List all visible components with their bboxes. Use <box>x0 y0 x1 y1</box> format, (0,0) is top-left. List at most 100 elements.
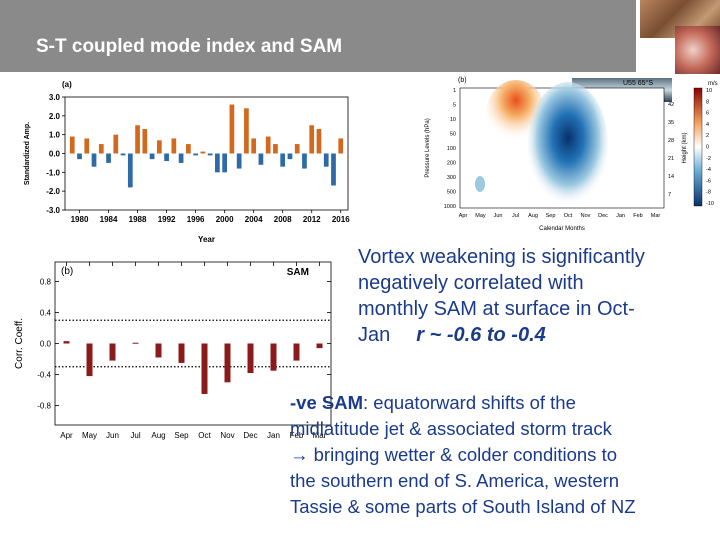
y2-tick-label: 14 <box>668 174 674 180</box>
figure-label: U55 65°S <box>623 79 653 87</box>
x-tick-label: 2008 <box>274 215 292 224</box>
bar <box>200 151 206 154</box>
text: Vortex weakening is significantly <box>358 246 645 268</box>
x-tick-label: Jan <box>616 213 625 219</box>
bar <box>207 153 213 156</box>
x-tick-label: Feb <box>290 431 304 440</box>
y-axis-label: Pressure Levels (hPa) <box>425 118 431 177</box>
bar <box>109 343 116 361</box>
x-tick-label: 2012 <box>303 215 321 224</box>
photo-clouds <box>675 26 720 74</box>
x-tick-label: Apr <box>60 431 73 440</box>
bar <box>265 136 271 154</box>
x-tick-label: Jun <box>494 213 503 219</box>
x-tick-label: 1996 <box>187 215 205 224</box>
y-tick-label: 50 <box>450 132 456 138</box>
colorbar-tick-label: -6 <box>706 178 711 184</box>
x-tick-label: Aug <box>528 213 538 219</box>
y2-tick-label: 35 <box>668 120 674 126</box>
panel-label: (a) <box>62 80 72 89</box>
bar <box>331 153 336 186</box>
colorbar-tick-label: -10 <box>706 201 714 207</box>
bar <box>280 153 286 167</box>
y-tick-label: 500 <box>447 190 456 196</box>
colorbar-tick-label: 2 <box>706 133 709 139</box>
bar <box>127 153 133 188</box>
text: midlatitude jet & associated storm track <box>290 418 612 439</box>
x-tick-label: 1980 <box>71 215 89 224</box>
negative-region <box>528 82 608 206</box>
x-tick-label: May <box>82 431 97 440</box>
y-tick-label: 0.0 <box>40 340 52 349</box>
bar <box>229 104 235 154</box>
bar <box>224 343 231 383</box>
y-tick-label: -2.0 <box>46 187 60 196</box>
text: Jan <box>358 324 391 346</box>
x-tick-label: Jul <box>130 431 140 440</box>
text: → bringing wetter & colder conditions to <box>290 444 618 465</box>
x-tick-label: Jan <box>267 431 280 440</box>
x-tick-label: Dec <box>243 431 257 440</box>
bar <box>63 341 70 344</box>
colorbar-tick-label: 6 <box>706 111 709 117</box>
x-tick-label: Nov <box>220 431 234 440</box>
y-tick-label: -0.4 <box>37 371 51 380</box>
x-tick-label: 1984 <box>100 215 118 224</box>
bar <box>91 153 97 167</box>
text-line: Jan r ~ -0.6 to -0.4 <box>358 322 718 348</box>
bar <box>164 153 169 162</box>
x-tick-label: 2016 <box>332 215 350 224</box>
y-tick-label: 5 <box>453 103 456 109</box>
bar <box>86 343 93 377</box>
text-line: Tassie & some parts of South Island of N… <box>290 494 720 520</box>
x-tick-label: Sep <box>546 213 556 219</box>
bar <box>186 144 191 154</box>
x-tick-label: 1988 <box>129 215 147 224</box>
bar <box>142 129 148 154</box>
bar <box>120 153 126 156</box>
y-axis-label: Corr. Coeff. <box>14 318 25 369</box>
chart-year-index: (a) Year Standardized Amp. 3.0 2.0 1.0 0.0 -1.0… <box>24 80 350 244</box>
x-tick-label: 2000 <box>216 215 234 224</box>
colorbar-tick-label: 10 <box>706 88 712 94</box>
y-tick-label: 300 <box>447 175 456 181</box>
bar <box>273 144 278 154</box>
x-tick-label: Apr <box>459 213 468 219</box>
text-line: -ve SAM: equatorward shifts of the <box>290 390 720 416</box>
y-tick-label: 200 <box>447 161 456 167</box>
bar <box>149 153 155 160</box>
x-tick-label: 2004 <box>245 215 263 224</box>
y-tick-label: 1 <box>453 88 456 94</box>
colorbar-tick-label: 4 <box>706 122 709 128</box>
text-lead: -ve SAM <box>290 392 363 413</box>
text: negatively correlated with <box>358 272 584 294</box>
x-tick-label: Mar <box>313 431 327 440</box>
bar <box>215 153 220 173</box>
y-tick-label: 1000 <box>444 204 456 210</box>
text-line: the southern end of S. America, western <box>290 468 720 494</box>
bar <box>293 343 300 361</box>
y-tick-label: 2.0 <box>49 112 61 121</box>
colorbar-tick-label: 0 <box>706 145 709 151</box>
bar <box>323 153 329 167</box>
x-tick-label: 1992 <box>158 215 176 224</box>
y-tick-label: -0.8 <box>37 402 51 411</box>
text-block-1: Vortex weakening is significantly negativ… <box>358 244 718 348</box>
legend-label: SAM <box>287 267 309 278</box>
colorbar-unit: m/s <box>708 81 718 87</box>
colorbar-tick-label: 8 <box>706 99 709 105</box>
y-tick-label: 3.0 <box>49 93 61 102</box>
chart-correlation: (b) SAM Corr. Coeff. 0.8 0.4 0.0 -0.4 -0.8 Apr Ma… <box>14 261 332 440</box>
x-tick-label: Oct <box>198 431 211 440</box>
bar <box>258 153 264 165</box>
text-line: negatively correlated with <box>358 270 718 296</box>
bar <box>193 153 198 156</box>
bar <box>309 125 315 154</box>
bar <box>338 138 344 154</box>
text-line: → bringing wetter & colder conditions to <box>290 442 720 468</box>
bar <box>98 144 104 154</box>
panel-label: (b) <box>61 266 73 277</box>
bar <box>244 108 249 154</box>
panel-label: (b) <box>458 77 467 84</box>
